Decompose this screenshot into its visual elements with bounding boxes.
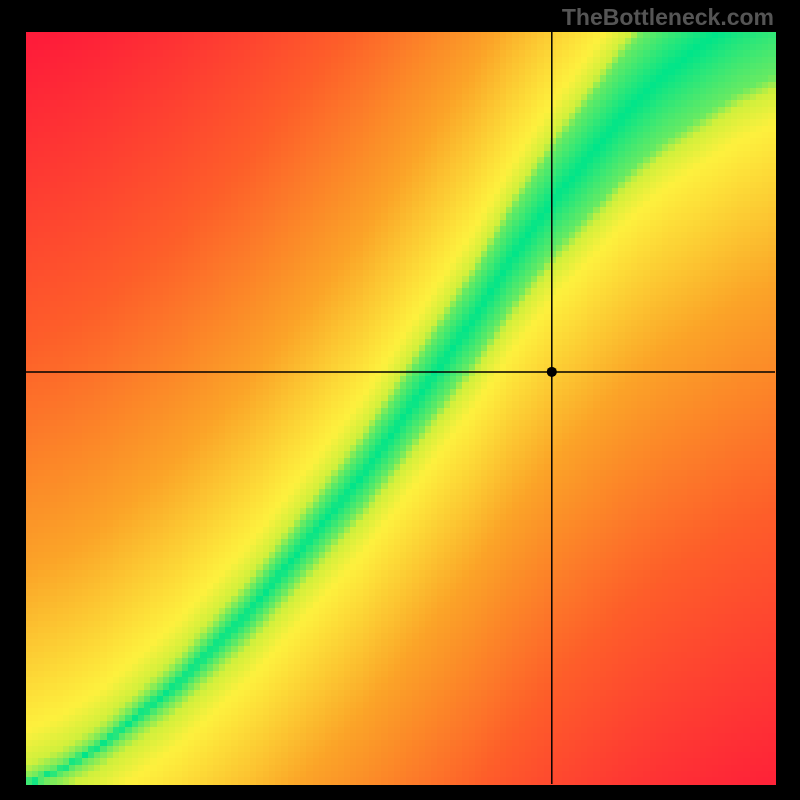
chart-container: TheBottleneck.com <box>0 0 800 800</box>
watermark-text: TheBottleneck.com <box>562 4 774 31</box>
bottleneck-heatmap-canvas <box>0 0 800 800</box>
